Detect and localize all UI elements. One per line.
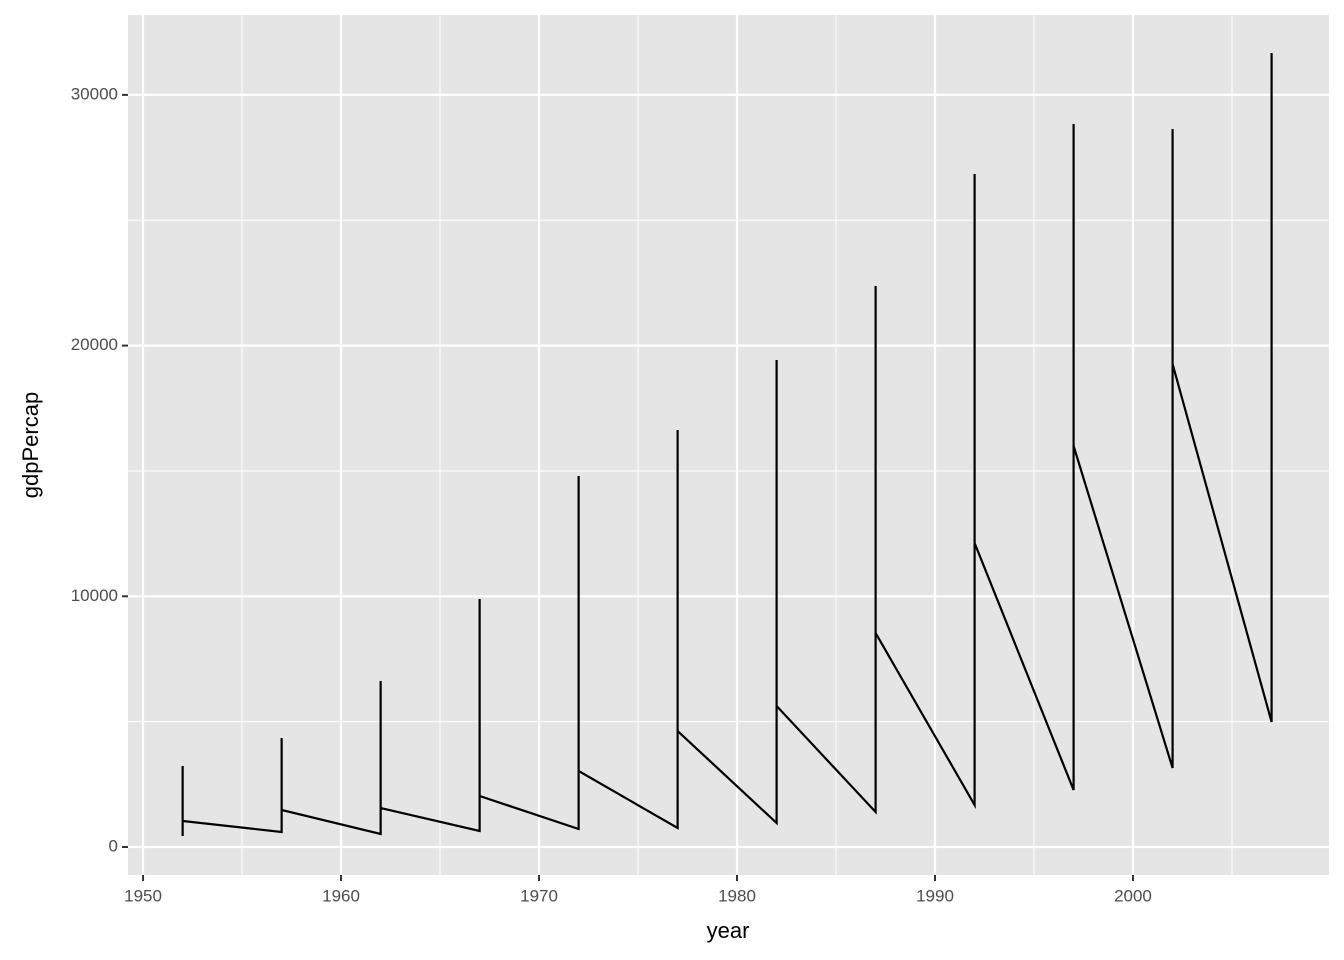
x-tick-label: 1950 xyxy=(124,886,162,905)
x-tick-label: 2000 xyxy=(1114,886,1152,905)
x-tick-label: 1970 xyxy=(520,886,558,905)
y-tick-label: 30000 xyxy=(71,84,118,103)
y-tick-label: 20000 xyxy=(71,335,118,354)
grid xyxy=(128,15,1329,875)
x-tick-label: 1980 xyxy=(718,886,756,905)
x-tick-label: 1990 xyxy=(916,886,954,905)
x-axis-title: year xyxy=(707,918,750,943)
panel xyxy=(128,15,1329,875)
y-tick-label: 10000 xyxy=(71,586,118,605)
labels: 0 10000 20000 30000 1950 1960 1970 1980 1990 2000 xyxy=(71,84,1152,905)
y-tick-label: 0 xyxy=(109,836,118,855)
line xyxy=(181,53,1273,836)
y-axis-title: gdpPercap xyxy=(18,392,43,498)
marks xyxy=(181,53,1273,836)
x-tick-label: 1960 xyxy=(322,886,360,905)
